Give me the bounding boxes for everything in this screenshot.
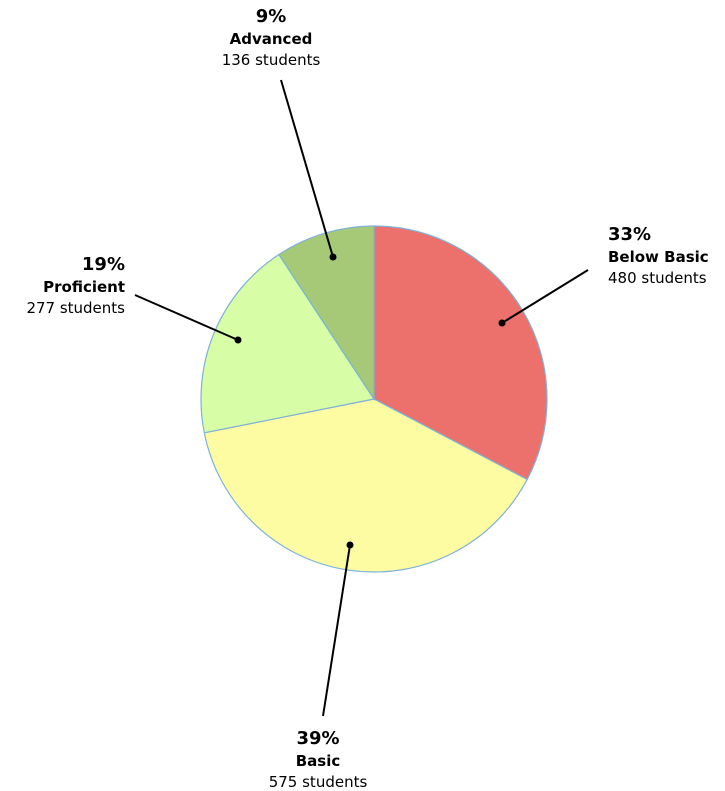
slice-basic bbox=[203, 398, 528, 573]
label-basic: 39% Basic 575 students bbox=[269, 728, 368, 791]
proficient-label: Proficient bbox=[43, 278, 125, 296]
leader-line-advanced bbox=[280, 79, 334, 258]
advanced-percent: 9% bbox=[256, 6, 287, 27]
basic-percent: 39% bbox=[296, 728, 339, 749]
leader-line-proficient bbox=[134, 294, 239, 341]
below-basic-percent: 33% bbox=[608, 224, 651, 245]
basic-label: Basic bbox=[296, 752, 341, 770]
leader-line-basic bbox=[322, 544, 351, 717]
slice-proficient bbox=[200, 253, 375, 434]
basic-count: 575 students bbox=[269, 773, 368, 791]
label-advanced: 9% Advanced 136 students bbox=[222, 6, 321, 69]
label-proficient: 19% Proficient 277 students bbox=[26, 254, 125, 317]
pie-slices bbox=[200, 225, 548, 573]
leader-dot-basic bbox=[346, 541, 354, 549]
below-basic-label: Below Basic bbox=[608, 248, 709, 266]
advanced-count: 136 students bbox=[222, 51, 321, 69]
leader-line-below-basic bbox=[501, 269, 589, 324]
leader-dot-advanced bbox=[329, 253, 337, 261]
leader-dot-proficient bbox=[234, 336, 242, 344]
label-below-basic: 33% Below Basic 480 students bbox=[608, 224, 709, 287]
below-basic-count: 480 students bbox=[608, 269, 707, 287]
slice-advanced bbox=[278, 225, 375, 402]
proficient-percent: 19% bbox=[82, 254, 125, 275]
advanced-label: Advanced bbox=[230, 30, 313, 48]
leader-lines bbox=[134, 79, 589, 717]
proficient-count: 277 students bbox=[26, 299, 125, 317]
leader-dot-below-basic bbox=[498, 319, 506, 327]
